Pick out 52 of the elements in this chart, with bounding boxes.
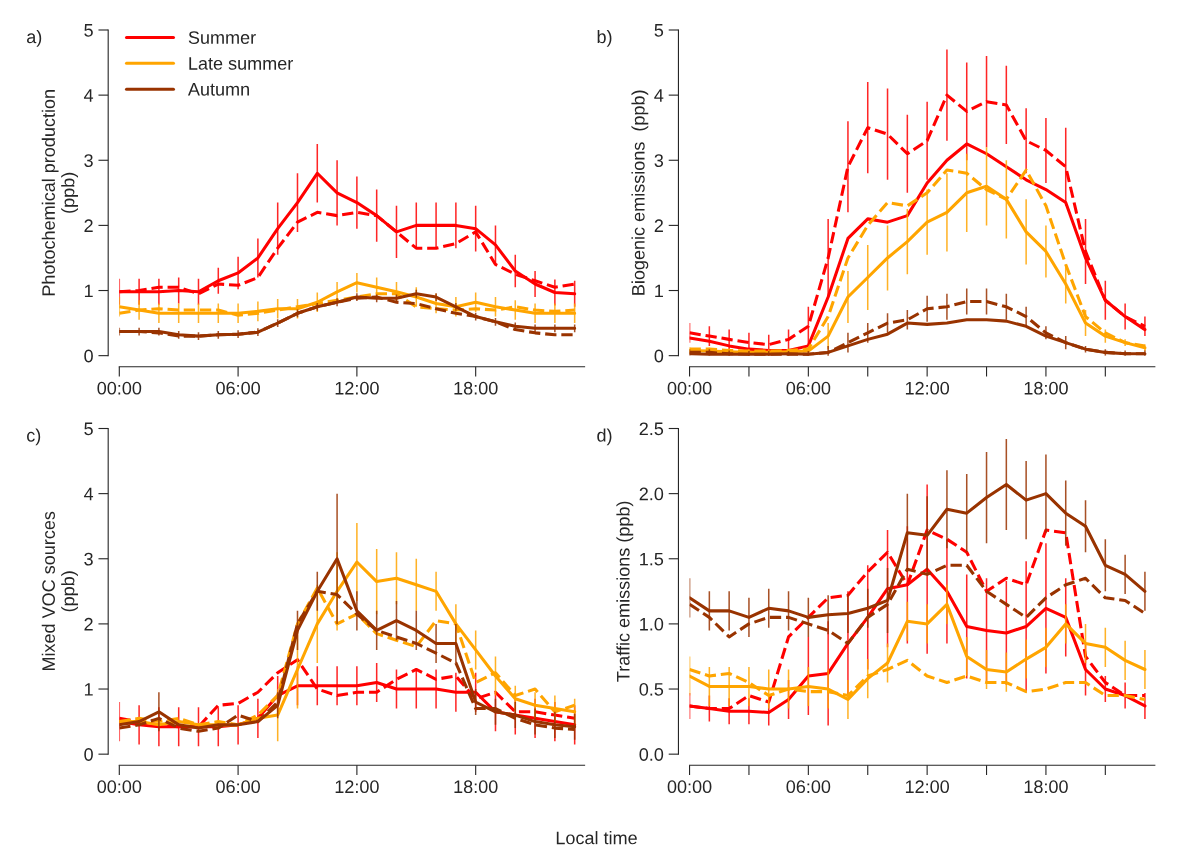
y-tick-label: 4 [654,89,664,102]
y-tick-label: 2 [654,219,663,232]
x-tick-label: 06:00 [216,780,260,794]
y-tick-label: 1 [655,284,663,298]
x-tick-label: 06:00 [786,780,831,794]
y-tick-label: 3 [84,552,93,566]
y-axis-title: Traffic emissions (ppb) [616,501,634,682]
y-tick-label: 1 [84,284,93,298]
y-axis-title: Mixed VOC sources (ppb) [41,511,79,671]
y-axis-title: Photochemical production (ppb) [41,90,79,296]
y-axis-title: Biogenic emissions (ppb) [631,90,649,295]
y-tick-label: 0.0 [639,748,664,761]
x-tick-label: 06:00 [786,381,831,395]
y-tick-label: 2 [84,219,93,232]
y-tick-label: 1.5 [640,552,664,566]
text: Local time [556,831,637,845]
x-tick-label: 12:00 [905,381,950,395]
y-tick-label: 2.5 [639,422,664,436]
legend-label: Autumn [187,83,249,96]
y-tick-label: 3 [84,154,93,167]
x-tick-label: 18:00 [454,780,498,794]
x-tick-label: 00:00 [667,780,712,794]
x-tick-label: 12:00 [335,780,379,794]
y-tick-label: 0 [84,748,93,761]
x-tick-label: 18:00 [1024,381,1068,395]
y-tick-label: 2.0 [639,487,664,501]
legend-label: Late summer [189,57,293,70]
x-tick-label: 00:00 [97,780,142,794]
y-tick-label: 4 [83,89,94,102]
y-tick-label: 0.5 [639,682,664,696]
y-tick-label: 4 [83,487,94,501]
y-tick-label: 1.0 [640,617,664,631]
x-tick-label: 00:00 [667,381,712,395]
y-tick-label: 5 [654,24,664,37]
y-tick-label: 3 [654,154,664,167]
chart-title: d) [597,428,612,446]
y-tick-label: 5 [84,24,93,37]
chart-title: c) [27,428,41,446]
chart-title: b) [597,30,612,47]
y-tick-label: 2 [84,617,93,631]
x-tick-label: 18:00 [1024,780,1068,794]
x-tick-label: 18:00 [454,381,498,395]
chart-title: a) [27,30,42,47]
y-tick-label: 5 [84,422,93,436]
x-tick-label: 00:00 [97,381,142,395]
x-tick-label: 12:00 [905,780,950,794]
y-tick-label: 0 [84,349,93,363]
legend-label: Summer [188,31,256,44]
y-tick-label: 0 [654,349,664,363]
y-tick-label: 1 [84,683,93,696]
x-tick-label: 12:00 [335,381,379,395]
x-tick-label: 06:00 [216,381,260,395]
